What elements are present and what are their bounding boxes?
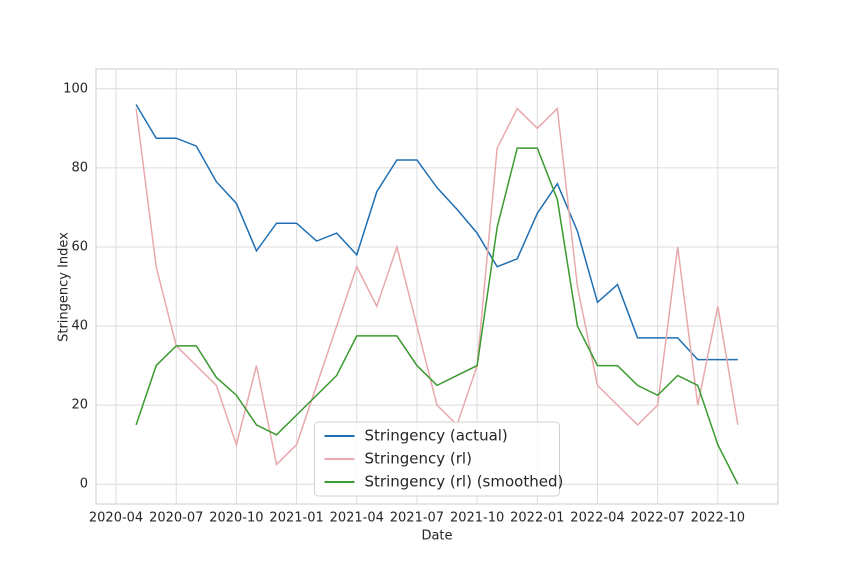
y-tick-label: 0 <box>80 477 88 492</box>
series-line <box>135 106 739 466</box>
legend: Stringency (actual) Stringency (rl) String… <box>314 421 564 497</box>
x-tick-label: 2020-07 <box>149 511 203 526</box>
series-line <box>135 104 738 361</box>
x-tick-label: 2021-10 <box>450 511 504 526</box>
x-tick-label: 2022-04 <box>570 511 624 526</box>
x-tick-label: 2021-04 <box>330 511 384 526</box>
y-tick-label: 100 <box>63 81 88 96</box>
y-tick-label: 20 <box>71 398 88 413</box>
y-tick-label: 40 <box>71 319 88 334</box>
x-tick-label: 2022-01 <box>510 511 564 526</box>
x-tick-label: 2021-01 <box>269 511 323 526</box>
x-tick-label: 2022-07 <box>630 511 684 526</box>
legend-box <box>314 421 560 497</box>
x-tick-label: 2020-10 <box>209 511 263 526</box>
y-tick-label: 60 <box>71 239 88 254</box>
legend-label: Stringency (rl) <box>365 450 472 468</box>
x-tick-label: 2020-04 <box>89 511 143 526</box>
y-axis-label: Stringency Index <box>57 232 72 342</box>
x-tick-label: 2021-07 <box>390 511 444 526</box>
x-tick-label: 2022-10 <box>691 511 745 526</box>
series-line <box>135 147 739 485</box>
legend-label: Stringency (actual) <box>365 427 508 445</box>
x-axis-label: Date <box>421 529 452 544</box>
y-tick-label: 80 <box>71 160 88 175</box>
plot-frame <box>95 68 779 505</box>
legend-label: Stringency (rl) (smoothed) <box>365 473 564 491</box>
